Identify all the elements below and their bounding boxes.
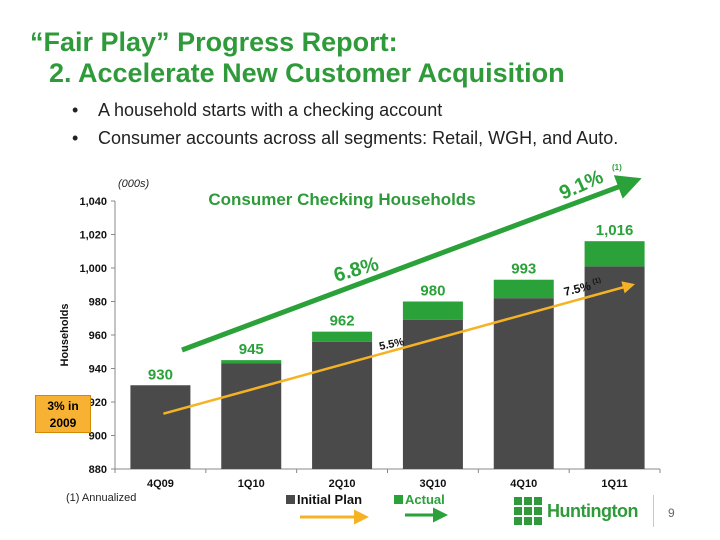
legend-swatch-initial-plan bbox=[286, 495, 295, 504]
y-tick-label: 1,020 bbox=[79, 230, 107, 242]
page-number: 9 bbox=[668, 506, 675, 520]
data-label: 980 bbox=[420, 283, 445, 300]
actual-annualized-footnote-mark: (1) bbox=[612, 163, 622, 172]
x-tick-label: 4Q09 bbox=[147, 478, 174, 490]
units-label: (000s) bbox=[118, 178, 150, 190]
callout-2009-growth: 3% in 2009 bbox=[35, 395, 91, 433]
plan-annualized-growth-label: 7.5% bbox=[562, 279, 592, 299]
bar-initial-plan bbox=[130, 385, 191, 469]
y-tick-label: 960 bbox=[89, 330, 107, 342]
data-label: 1,016 bbox=[596, 222, 634, 239]
data-label: 993 bbox=[511, 261, 536, 278]
y-tick-label: 920 bbox=[89, 397, 107, 409]
y-tick-label: 1,040 bbox=[79, 196, 107, 208]
bullet-text: A household starts with a checking accou… bbox=[98, 100, 443, 120]
bar-initial-plan bbox=[402, 319, 463, 469]
bar-initial-plan bbox=[221, 363, 282, 469]
x-tick-label: 1Q11 bbox=[601, 478, 627, 490]
data-label: 962 bbox=[330, 313, 355, 330]
y-tick-label: 900 bbox=[89, 431, 107, 443]
bar-actual-increment bbox=[493, 279, 554, 299]
bullet-dot: • bbox=[72, 128, 79, 148]
plan-annualized-footnote-mark: (1) bbox=[592, 277, 602, 286]
logo-text: Huntington bbox=[547, 500, 638, 521]
y-tick-label: 940 bbox=[89, 364, 107, 376]
bullet-item: • A household starts with a checking acco… bbox=[72, 96, 618, 124]
plan-trend-arrow bbox=[163, 281, 635, 415]
data-label: 930 bbox=[148, 366, 173, 383]
y-tick-label: 1,000 bbox=[79, 263, 107, 275]
huntington-logo: Huntington bbox=[514, 497, 638, 525]
bar-initial-plan bbox=[493, 298, 554, 469]
bar-initial-plan bbox=[312, 341, 373, 469]
bar-initial-plan bbox=[584, 266, 645, 469]
title-line-1: “Fair Play” Progress Report: bbox=[30, 27, 398, 57]
bullet-item: • Consumer accounts across all segments: … bbox=[72, 124, 618, 152]
legend-label-actual: Actual bbox=[405, 492, 445, 507]
y-tick-label: 980 bbox=[89, 297, 107, 309]
bar-actual-increment bbox=[584, 241, 645, 267]
y-tick-label: 880 bbox=[89, 464, 107, 476]
footnote: (1) Annualized bbox=[66, 492, 137, 504]
logo-mark-icon bbox=[514, 497, 542, 525]
bar-actual-increment bbox=[312, 331, 373, 342]
x-tick-label: 2Q10 bbox=[329, 478, 356, 490]
legend-swatch-actual bbox=[394, 495, 403, 504]
bullet-text: Consumer accounts across all segments: R… bbox=[98, 128, 619, 148]
bar-actual-increment bbox=[402, 301, 463, 320]
bar-actual-increment bbox=[221, 360, 282, 364]
x-tick-label: 4Q10 bbox=[510, 478, 537, 490]
actual-growth-label: 6.8% bbox=[331, 253, 381, 287]
y-axis-label: Households bbox=[59, 304, 71, 367]
x-tick-label: 1Q10 bbox=[238, 478, 265, 490]
plan-growth-label: 5.5% bbox=[378, 336, 405, 353]
bullet-list: • A household starts with a checking acco… bbox=[72, 96, 618, 152]
bullet-dot: • bbox=[72, 100, 79, 120]
actual-trend-arrow bbox=[181, 175, 642, 353]
chart-title: Consumer Checking Households bbox=[208, 190, 475, 209]
footer-divider bbox=[653, 495, 654, 527]
x-tick-label: 3Q10 bbox=[419, 478, 446, 490]
data-label: 945 bbox=[239, 341, 264, 358]
title-line-2: 2. Accelerate New Customer Acquisition bbox=[49, 58, 565, 88]
legend-label-initial-plan: Initial Plan bbox=[297, 492, 362, 507]
